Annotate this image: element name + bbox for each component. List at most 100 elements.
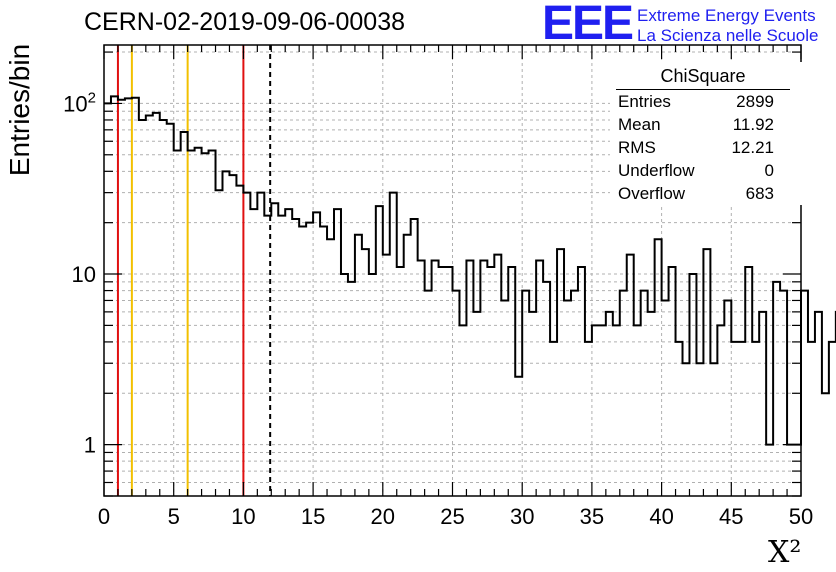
histogram-bin	[216, 190, 223, 496]
histogram-bin	[655, 239, 662, 496]
histogram-bin	[222, 171, 229, 496]
stats-label: Underflow	[618, 161, 695, 180]
histogram-bin	[759, 312, 766, 496]
histogram-bin	[243, 193, 250, 496]
histogram-bin	[689, 274, 696, 496]
histogram-bin	[153, 113, 160, 496]
histogram-bin	[320, 226, 327, 496]
histogram-bin	[829, 342, 836, 496]
histogram-bin	[195, 148, 202, 496]
stats-label: Entries	[618, 92, 671, 111]
logo-line-2: La Scienza nelle Scuole	[637, 26, 819, 45]
histogram-bin	[285, 209, 292, 496]
histogram-bin	[738, 342, 745, 496]
stats-row-entries: Entries 2899	[610, 90, 806, 113]
histogram-bin	[250, 209, 257, 496]
histogram-bin	[292, 219, 299, 496]
histogram-bin	[815, 312, 822, 496]
x-tick-label: 0	[98, 504, 110, 529]
histogram-bin	[808, 342, 815, 496]
x-tick-label: 50	[789, 504, 813, 529]
chart-title: CERN-02-2019-09-06-00038	[84, 8, 406, 36]
x-tick-label: 30	[510, 504, 534, 529]
x-tick-label: 10	[231, 504, 255, 529]
histogram-bin	[557, 249, 564, 496]
histogram-bin	[543, 282, 550, 496]
histogram-bin	[313, 212, 320, 496]
histogram-bin	[773, 282, 780, 496]
histogram-bin	[676, 342, 683, 496]
x-tick-label: 25	[440, 504, 464, 529]
histogram-bin	[390, 193, 397, 496]
stats-value: 0	[764, 161, 774, 180]
stats-label: RMS	[618, 138, 656, 157]
histogram-bin	[236, 186, 243, 496]
stats-value: 11.92	[732, 115, 774, 134]
histogram-bin	[717, 325, 724, 496]
x-tick-label: 20	[371, 504, 395, 529]
histogram-bin	[550, 342, 557, 496]
x-tick-label: 40	[649, 504, 673, 529]
x-axis-label: X²	[768, 535, 802, 570]
x-tick-label: 45	[719, 504, 743, 529]
histogram-bin	[801, 291, 808, 496]
histogram-bin	[564, 300, 571, 496]
histogram-bin	[683, 363, 690, 496]
histogram-bin	[473, 312, 480, 496]
histogram-bin	[362, 249, 369, 496]
stats-label: Mean	[618, 115, 661, 134]
y-tick-label: 10	[72, 262, 96, 287]
stats-title: ChiSquare	[616, 62, 790, 90]
stats-row-rms: RMS 12.21	[610, 136, 806, 159]
logo-line-1: Extreme Energy Events	[637, 6, 816, 25]
histogram-bin	[634, 325, 641, 496]
histogram-bin	[229, 175, 236, 496]
y-tick-label: 1	[84, 433, 96, 458]
histogram-bin	[411, 219, 418, 496]
stats-value: 12.21	[731, 138, 774, 157]
eee-logo: EEE	[542, 0, 634, 50]
histogram-bin	[111, 96, 118, 496]
histogram-bin	[299, 226, 306, 496]
histogram-bin	[752, 342, 759, 496]
histogram-bin	[348, 282, 355, 496]
x-tick-label: 35	[580, 504, 604, 529]
histogram-bin	[710, 363, 717, 496]
histogram-bin	[822, 393, 829, 496]
histogram-bin	[731, 342, 738, 496]
histogram-bin	[278, 216, 285, 496]
histogram-bin	[181, 132, 188, 496]
histogram-bin	[132, 98, 139, 496]
histogram-bin	[606, 312, 613, 496]
histogram-bin	[662, 300, 669, 496]
histogram-bin	[459, 325, 466, 496]
histogram-bin	[125, 98, 132, 496]
histogram-bin	[529, 312, 536, 496]
histogram-bin	[160, 120, 167, 496]
histogram-bin	[139, 120, 146, 496]
stats-box: ChiSquare Entries 2899 Mean 11.92 RMS 12…	[610, 62, 806, 205]
histogram-bin	[257, 193, 264, 496]
histogram-bin	[696, 363, 703, 496]
histogram-bin	[146, 115, 153, 496]
x-tick-label: 15	[301, 504, 325, 529]
histogram-bin	[585, 342, 592, 496]
histogram-bin	[167, 124, 174, 496]
histogram-bin	[613, 325, 620, 496]
histogram-bin	[648, 312, 655, 496]
histogram-bin	[592, 325, 599, 496]
y-tick-label: 102	[63, 89, 96, 116]
stats-value: 2899	[736, 92, 774, 111]
histogram-bin	[724, 300, 731, 496]
stats-row-overflow: Overflow 683	[610, 182, 806, 205]
histogram-bin	[369, 274, 376, 496]
stats-row-underflow: Underflow 0	[610, 159, 806, 182]
histogram-bin	[599, 325, 606, 496]
stats-row-mean: Mean 11.92	[610, 113, 806, 136]
histogram-bin	[515, 377, 522, 496]
histogram-bin	[306, 223, 313, 496]
stats-value: 683	[745, 184, 774, 203]
histogram-bin	[327, 239, 334, 496]
stats-label: Overflow	[618, 184, 686, 203]
x-tick-label: 5	[168, 504, 180, 529]
